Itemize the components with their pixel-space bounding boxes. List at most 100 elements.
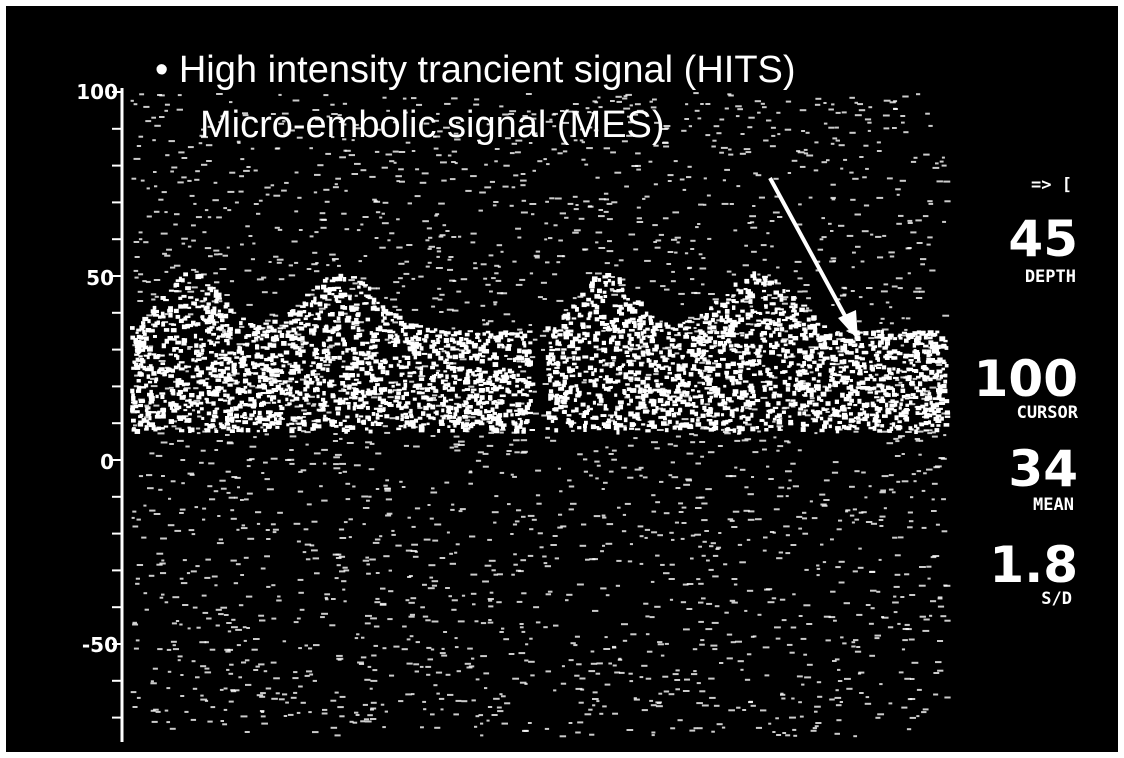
- spectrum-dot: [358, 397, 364, 401]
- noise-dot: [736, 115, 740, 117]
- spectrum-dot: [169, 419, 174, 424]
- noise-dot: [376, 488, 379, 490]
- spectrum-dot: [241, 357, 246, 361]
- noise-dot: [929, 270, 935, 272]
- noise-dot: [261, 277, 266, 279]
- spectrum-dot: [479, 388, 485, 393]
- noise-dot: [331, 727, 338, 729]
- spectrum-dot: [143, 419, 149, 422]
- noise-dot: [260, 426, 263, 428]
- spectrum-dot: [157, 427, 161, 431]
- spectrum-dot: [551, 334, 555, 338]
- spectrum-dot: [308, 381, 314, 384]
- noise-dot: [928, 578, 931, 580]
- noise-dot: [881, 318, 885, 320]
- noise-dot: [462, 168, 468, 170]
- spectrum-dot: [290, 399, 295, 401]
- noise-dot: [467, 648, 473, 650]
- noise-dot: [890, 256, 894, 258]
- noise-dot: [406, 244, 412, 246]
- spectrum-dot: [179, 429, 184, 432]
- spectrum-dot: [366, 406, 370, 410]
- noise-dot: [538, 532, 543, 534]
- spectrum-dot: [354, 379, 359, 381]
- spectrum-dot: [218, 310, 221, 312]
- noise-dot: [814, 706, 821, 708]
- noise-dot: [295, 172, 299, 174]
- noise-dot: [721, 147, 728, 149]
- spectrum-dot: [624, 302, 628, 307]
- noise-dot: [438, 299, 443, 301]
- noise-dot: [284, 182, 289, 184]
- noise-dot: [553, 535, 558, 537]
- noise-dot: [536, 494, 540, 496]
- spectrum-dot: [900, 402, 903, 406]
- noise-dot: [320, 376, 324, 378]
- noise-dot: [776, 557, 782, 559]
- noise-dot: [810, 371, 814, 373]
- noise-dot: [666, 263, 671, 265]
- spectrum-dot: [144, 384, 148, 388]
- noise-dot: [237, 343, 243, 345]
- noise-dot: [382, 222, 389, 224]
- spectrum-dot: [692, 364, 696, 368]
- noise-dot: [828, 127, 834, 129]
- noise-dot: [599, 209, 604, 211]
- noise-dot: [263, 462, 268, 464]
- noise-dot: [208, 216, 211, 218]
- noise-dot: [337, 564, 341, 566]
- noise-dot: [727, 657, 733, 659]
- noise-dot: [205, 247, 211, 249]
- noise-dot: [227, 441, 233, 443]
- noise-dot: [862, 176, 867, 178]
- spectrum-dot: [261, 402, 266, 406]
- noise-dot: [635, 152, 641, 154]
- noise-dot: [545, 201, 549, 203]
- spectrum-dot: [257, 430, 260, 432]
- spectrum-dot: [149, 329, 155, 332]
- noise-dot: [839, 144, 845, 146]
- noise-dot: [761, 397, 768, 399]
- spectrum-dot: [347, 384, 352, 387]
- noise-dot: [441, 180, 446, 182]
- spectrum-dot: [487, 410, 491, 413]
- spectrum-dot: [478, 339, 481, 342]
- noise-dot: [513, 564, 517, 566]
- noise-dot: [916, 93, 920, 95]
- spectrum-dot: [248, 323, 253, 325]
- spectrum-dot: [285, 398, 288, 402]
- noise-dot: [529, 528, 533, 530]
- spectrum-dot: [345, 366, 350, 371]
- noise-dot: [887, 442, 894, 444]
- spectrum-dot: [849, 412, 853, 415]
- spectrum-dot: [636, 344, 640, 346]
- spectrum-dot: [238, 362, 242, 364]
- noise-dot: [521, 516, 526, 518]
- spectrum-dot: [216, 293, 221, 298]
- noise-dot: [473, 267, 478, 269]
- noise-dot: [310, 365, 313, 367]
- spectrum-dot: [604, 408, 609, 410]
- noise-dot: [168, 671, 171, 673]
- noise-dot: [784, 330, 788, 332]
- noise-dot: [480, 734, 483, 736]
- noise-dot: [310, 463, 316, 465]
- noise-dot: [245, 270, 252, 272]
- noise-dot: [178, 655, 183, 657]
- noise-dot: [367, 714, 373, 716]
- spectrum-dot: [310, 302, 313, 307]
- noise-dot: [197, 416, 201, 418]
- spectrum-dot: [839, 354, 844, 357]
- spectrum-dot: [337, 328, 341, 330]
- noise-dot: [192, 409, 195, 411]
- noise-dot: [537, 160, 542, 162]
- spectrum-dot: [269, 421, 272, 423]
- spectrum-dot: [158, 369, 162, 374]
- noise-dot: [259, 696, 265, 698]
- noise-dot: [193, 387, 198, 389]
- noise-dot: [650, 101, 653, 103]
- noise-dot: [533, 339, 538, 341]
- noise-dot: [164, 110, 168, 112]
- noise-dot: [744, 486, 748, 488]
- spectrum-dot: [283, 325, 289, 328]
